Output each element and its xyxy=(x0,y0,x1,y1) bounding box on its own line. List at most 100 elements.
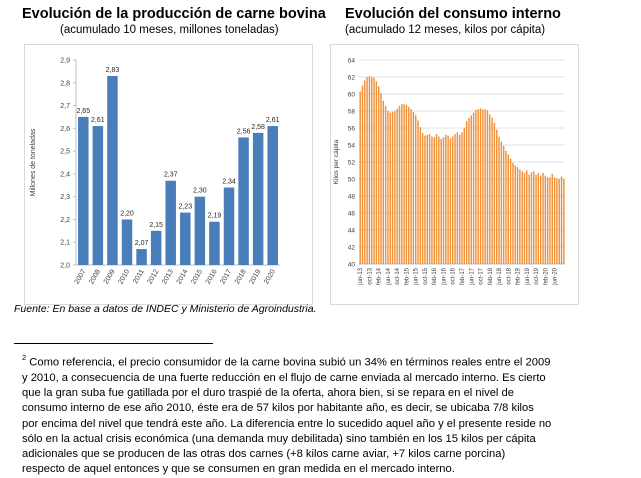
x-tick-label: oct-13 xyxy=(367,267,373,284)
bar xyxy=(121,219,133,265)
bar xyxy=(417,120,419,264)
y-axis-title: Millones de toneladas xyxy=(30,128,37,196)
data-label: 2,07 xyxy=(135,240,149,247)
bar xyxy=(414,115,417,264)
chart-title-production: Evolución de la producción de carne bovi… xyxy=(22,6,326,22)
bar xyxy=(496,129,498,264)
bar xyxy=(405,105,408,264)
y-axis-title: Kilos per cápita xyxy=(333,139,340,184)
x-tick-label: feb-16 xyxy=(432,267,438,285)
bar xyxy=(394,111,396,264)
y-tick-label: 56 xyxy=(348,126,356,133)
bar xyxy=(509,158,512,264)
bar xyxy=(542,173,544,264)
x-tick-label: jun-20 xyxy=(553,267,559,285)
data-label: 2,61 xyxy=(91,117,105,124)
data-label: 2,20 xyxy=(120,210,134,217)
bar xyxy=(454,133,456,264)
bar xyxy=(544,175,547,264)
footnote-line: sólo en la actual crisis económica (una … xyxy=(22,432,622,447)
x-tick-label: feb-19 xyxy=(516,267,522,285)
y-tick-label: 2,5 xyxy=(60,149,70,156)
bar xyxy=(431,136,433,264)
bar xyxy=(502,145,505,264)
x-tick-label: jun-17 xyxy=(469,267,475,285)
y-tick-label: 2,0 xyxy=(60,263,70,270)
y-tick-label: 2,3 xyxy=(60,194,70,201)
bar xyxy=(539,175,542,264)
y-tick-label: 2,7 xyxy=(60,103,70,110)
bar xyxy=(558,179,560,264)
bar xyxy=(180,212,191,265)
bar xyxy=(498,136,500,264)
bar xyxy=(468,117,470,264)
bar xyxy=(209,221,220,265)
bar xyxy=(410,109,412,264)
bar xyxy=(442,137,445,264)
bar xyxy=(78,116,89,265)
bar xyxy=(435,133,438,264)
bar xyxy=(426,134,428,264)
y-tick-label: 40 xyxy=(348,262,356,269)
bar xyxy=(387,111,389,264)
bar xyxy=(546,177,549,264)
bar xyxy=(371,77,373,264)
bar xyxy=(465,121,468,264)
bar xyxy=(398,105,401,265)
x-tick-label: feb-17 xyxy=(460,267,466,285)
data-label: 2,83 xyxy=(106,67,120,74)
bar xyxy=(507,154,510,264)
footnote-text: respecto de aquel entonces y que se cons… xyxy=(22,463,455,476)
footnote-line: consumo interno de ese año 2010, éste er… xyxy=(22,401,622,416)
y-tick-label: 44 xyxy=(348,228,356,235)
x-tick-label: jun-19 xyxy=(525,267,531,285)
y-tick-label: 2,8 xyxy=(60,80,70,87)
x-tick-label: oct-19 xyxy=(534,267,540,284)
x-tick-label: oct-14 xyxy=(395,267,401,284)
footnote-text: Como referencia, el precio consumidor de… xyxy=(26,356,551,369)
footnote-line: que la gran suba fue gatillada por el du… xyxy=(22,386,622,401)
footnote-line: adicionales que se producen de las otras… xyxy=(22,447,622,462)
footnote-line: 2 Como referencia, el precio consumidor … xyxy=(22,351,622,371)
y-tick-label: 64 xyxy=(348,58,356,65)
bar xyxy=(489,114,491,265)
bar xyxy=(523,173,526,264)
footnote-text: que la gran suba fue gatillada por el du… xyxy=(22,387,514,400)
bar xyxy=(368,76,371,265)
bar xyxy=(384,105,387,265)
bar xyxy=(391,111,394,264)
x-tick-label: jun-13 xyxy=(358,267,364,285)
bar xyxy=(107,75,118,265)
x-tick-label: jun-18 xyxy=(497,267,503,285)
footnote-text: y 2010, a consecuencia de una fuerte red… xyxy=(22,371,546,384)
bar xyxy=(533,171,535,264)
bar xyxy=(396,108,398,264)
bar xyxy=(421,133,424,264)
y-tick-label: 48 xyxy=(348,194,356,201)
bar xyxy=(526,170,528,264)
y-tick-label: 46 xyxy=(348,211,356,218)
bar xyxy=(150,230,162,265)
bar xyxy=(449,138,452,264)
bar xyxy=(482,109,484,264)
y-tick-label: 2,9 xyxy=(60,58,70,65)
data-label: 2,65 xyxy=(76,108,90,115)
data-label: 2,15 xyxy=(149,222,163,229)
data-label: 2,34 xyxy=(222,179,236,186)
data-label: 2,30 xyxy=(193,188,207,195)
bar xyxy=(537,173,540,264)
bar xyxy=(458,134,461,264)
bar xyxy=(136,249,147,265)
bar xyxy=(479,108,482,264)
bar xyxy=(419,127,422,265)
bar xyxy=(452,136,454,264)
x-tick-label: oct-16 xyxy=(451,267,457,284)
footnote-line: y 2010, a consecuencia de una fuerte red… xyxy=(22,371,622,386)
x-tick-label: oct-15 xyxy=(423,267,429,284)
bar xyxy=(556,178,558,264)
y-tick-label: 50 xyxy=(348,177,356,184)
bar xyxy=(382,100,385,264)
footnote-line: respecto de aquel entonces y que se cons… xyxy=(22,462,622,477)
bar xyxy=(477,109,479,264)
footnote-divider xyxy=(14,343,213,344)
